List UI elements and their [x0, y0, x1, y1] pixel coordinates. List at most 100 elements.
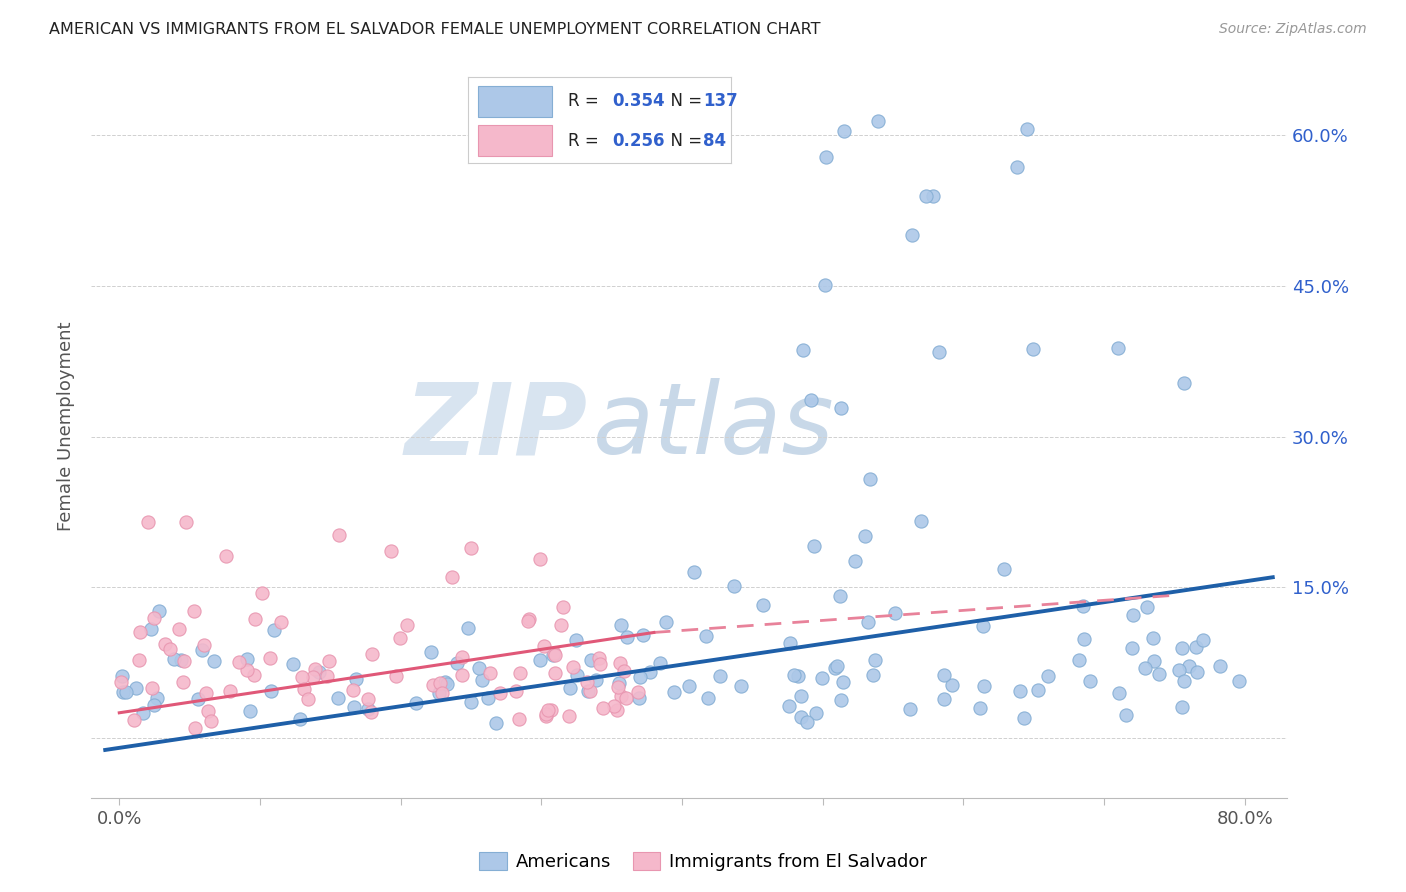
- Point: [560, 681, 582, 695]
- Point: [579, 684, 602, 698]
- Point: [485, 716, 508, 731]
- Point: [723, 579, 745, 593]
- Point: [630, 670, 652, 684]
- Point: [380, 544, 402, 558]
- Point: [550, 618, 572, 632]
- Point: [505, 684, 527, 698]
- Point: [866, 114, 889, 128]
- Point: [607, 680, 630, 694]
- Point: [422, 678, 444, 692]
- Point: [592, 701, 614, 715]
- Point: [281, 657, 304, 672]
- Point: [478, 666, 501, 681]
- Point: [609, 656, 631, 670]
- Point: [384, 669, 406, 683]
- Point: [898, 702, 921, 716]
- Point: [194, 686, 217, 700]
- Point: [844, 554, 866, 568]
- Point: [969, 701, 991, 715]
- Point: [1073, 632, 1095, 646]
- Point: [606, 703, 628, 717]
- Point: [915, 188, 938, 202]
- Point: [1149, 667, 1171, 681]
- Point: [202, 654, 225, 668]
- Point: [627, 685, 650, 699]
- Point: [832, 124, 855, 138]
- Point: [551, 600, 574, 615]
- Point: [115, 685, 138, 699]
- Point: [173, 654, 195, 668]
- Point: [357, 701, 380, 715]
- Point: [197, 704, 219, 718]
- Point: [853, 529, 876, 543]
- Point: [790, 689, 813, 703]
- Point: [1168, 663, 1191, 677]
- Point: [243, 612, 266, 626]
- Point: [457, 621, 479, 635]
- Point: [263, 623, 285, 637]
- Point: [589, 657, 612, 672]
- Point: [565, 667, 588, 681]
- Point: [460, 541, 482, 555]
- Point: [136, 515, 159, 529]
- Text: ZIP: ZIP: [405, 378, 588, 475]
- Point: [146, 691, 169, 706]
- Point: [1107, 341, 1129, 355]
- Point: [1122, 608, 1144, 623]
- Point: [1010, 684, 1032, 698]
- Point: [318, 654, 340, 668]
- Point: [162, 652, 184, 666]
- Point: [557, 708, 579, 723]
- Point: [540, 703, 562, 717]
- Point: [543, 646, 565, 660]
- Point: [218, 683, 240, 698]
- Point: [607, 676, 630, 690]
- Point: [1005, 161, 1028, 175]
- Point: [141, 681, 163, 695]
- Point: [534, 709, 557, 723]
- Point: [814, 277, 837, 292]
- Point: [1185, 665, 1208, 680]
- Point: [270, 615, 292, 629]
- Point: [932, 668, 955, 682]
- Point: [695, 629, 717, 643]
- Point: [111, 685, 134, 699]
- Point: [541, 648, 564, 662]
- Point: [508, 712, 530, 726]
- Point: [1191, 632, 1213, 647]
- Point: [575, 674, 598, 689]
- Point: [654, 615, 676, 629]
- Point: [172, 675, 194, 690]
- Point: [110, 675, 132, 690]
- Point: [434, 674, 457, 689]
- Point: [1136, 600, 1159, 615]
- Point: [342, 683, 364, 698]
- Point: [529, 551, 551, 566]
- Point: [883, 607, 905, 621]
- Point: [129, 624, 152, 639]
- Point: [824, 661, 846, 675]
- Point: [259, 651, 281, 665]
- Point: [1071, 599, 1094, 613]
- Point: [544, 666, 567, 681]
- Point: [139, 622, 162, 636]
- Point: [537, 703, 560, 717]
- Point: [811, 671, 834, 685]
- Point: [830, 401, 852, 415]
- Point: [1078, 673, 1101, 688]
- Point: [143, 698, 166, 712]
- Point: [356, 691, 378, 706]
- Point: [576, 684, 599, 698]
- Point: [236, 663, 259, 677]
- Point: [697, 690, 720, 705]
- Point: [131, 706, 153, 720]
- Point: [427, 686, 450, 700]
- Point: [1115, 707, 1137, 722]
- Point: [236, 651, 259, 665]
- Point: [1022, 342, 1045, 356]
- Point: [302, 670, 325, 684]
- Point: [613, 664, 636, 678]
- Point: [709, 669, 731, 683]
- Point: [533, 639, 555, 653]
- Point: [252, 585, 274, 599]
